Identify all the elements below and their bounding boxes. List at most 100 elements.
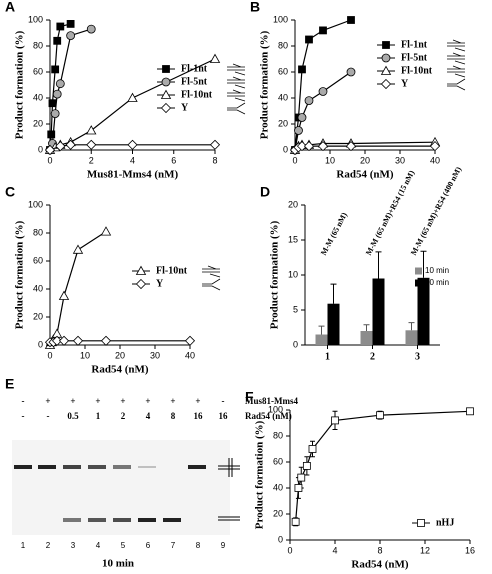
marker (72, 335, 84, 346)
legend-label: Y (156, 278, 164, 289)
row-label: Rad54 (nM) (245, 411, 292, 421)
x-tick-label: 0 (47, 350, 52, 360)
marker (127, 139, 138, 150)
marker (308, 445, 317, 453)
lane-condition: 4 (146, 411, 151, 421)
y-tick-label: 100 (28, 14, 43, 24)
marker (58, 335, 70, 346)
bar (360, 331, 373, 345)
y-axis-title: Product formation (%) (269, 220, 281, 329)
marker (53, 36, 62, 45)
legend-label: nHJ (436, 517, 454, 528)
marker (376, 411, 384, 420)
legend-marker (380, 78, 392, 90)
marker (209, 53, 221, 63)
legend-marker (161, 77, 171, 87)
x-tick-label: 30 (150, 350, 160, 360)
y-tick-label: 0 (38, 144, 43, 154)
marker (58, 290, 70, 300)
marker (304, 96, 314, 105)
icon-line (447, 52, 466, 65)
legend-label: 10 min (425, 266, 449, 275)
legend-label: Fl-10nt (401, 65, 433, 76)
marker (319, 26, 327, 35)
legend-label: Fl-5nt (181, 76, 208, 87)
legend-marker (135, 265, 147, 275)
error-bar (420, 250, 427, 278)
substrate-icon (447, 52, 466, 65)
series-line (294, 19, 352, 151)
y-tick-label: 5 (293, 304, 298, 314)
marker (345, 141, 357, 152)
y-tick-label: 0 (283, 144, 288, 154)
y-tick-label: 40 (33, 283, 43, 293)
legend-marker (135, 278, 147, 290)
marker (66, 19, 75, 28)
y-axis-title: Product formation (%) (14, 220, 26, 329)
bar-annotation: M-M (65 nM)+R54 (15 nM) (364, 169, 417, 257)
y-tick-label: 15 (288, 234, 298, 244)
x-tick-label: 0 (47, 155, 52, 165)
lane-number: 8 (196, 541, 201, 550)
panel-label: F (245, 389, 254, 405)
y-tick-label: 0 (293, 339, 298, 349)
error-bar (363, 324, 370, 331)
legend-marker (160, 89, 172, 99)
x-tick-label: 20 (115, 350, 125, 360)
y-tick-label: 20 (273, 508, 283, 518)
x-tick-label: 2 (370, 351, 375, 362)
substrate-icon (227, 102, 246, 115)
lane-condition: - (22, 396, 25, 406)
x-tick-label: 8 (212, 155, 217, 165)
icon-line (202, 265, 221, 278)
lane-number: 2 (46, 541, 51, 550)
gel-substrate-icons (218, 458, 240, 521)
panel-label: E (5, 376, 14, 392)
marker (52, 89, 62, 99)
y-tick-label: 60 (273, 456, 283, 466)
legend-label: Fl-1nt (401, 39, 428, 50)
lane-number: 7 (171, 541, 176, 550)
lane-condition: - (22, 411, 25, 421)
y-tick-label: 20 (288, 199, 298, 209)
marker (56, 22, 65, 31)
legend-label: Fl-10nt (181, 89, 213, 100)
marker (55, 79, 65, 89)
lane-condition: 8 (171, 411, 176, 421)
substrate-icon (447, 78, 466, 91)
gel-panel (12, 440, 240, 535)
substrate-icon (227, 89, 246, 102)
icon-line (202, 278, 221, 291)
bar (315, 334, 328, 345)
y-tick-label: 40 (33, 92, 43, 102)
lane-condition: 0.5 (67, 411, 79, 421)
y-tick-label: 80 (273, 430, 283, 440)
x-tick-label: 1 (325, 351, 330, 362)
error-bar (330, 283, 337, 304)
series-line (295, 410, 471, 522)
y-tick-label: 20 (278, 118, 288, 128)
marker (298, 65, 306, 74)
legend-marker (160, 102, 172, 114)
panel-label: D (260, 184, 270, 200)
x-axis-title: Rad54 (nM) (91, 364, 148, 376)
marker (294, 484, 303, 492)
marker (66, 31, 76, 40)
y-axis-title: Product formation (%) (259, 30, 271, 139)
substrate-icon (447, 65, 466, 78)
x-tick-label: 40 (185, 350, 195, 360)
icon-line (447, 65, 466, 78)
gel-caption: 10 min (102, 558, 134, 570)
marker (127, 92, 138, 102)
marker (184, 335, 196, 346)
lane-condition: + (70, 396, 75, 406)
substrate-icon (227, 63, 246, 76)
error-bar (375, 251, 382, 279)
x-tick-label: 10 (325, 155, 335, 165)
icon-line (447, 39, 466, 52)
marker (302, 461, 311, 470)
panel-label: C (5, 184, 15, 200)
marker (294, 126, 303, 135)
marker (47, 130, 56, 139)
